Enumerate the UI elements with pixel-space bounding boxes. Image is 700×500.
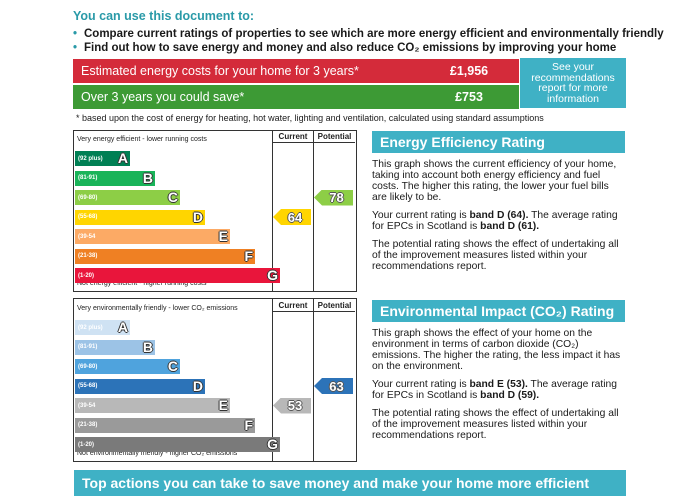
band-range: (92 plus) — [78, 324, 103, 331]
band-letter: D — [192, 208, 203, 225]
bullet-icon: • — [73, 28, 78, 40]
energy-band-e: (39-54 E — [75, 229, 230, 244]
band-range: (39-54 — [78, 402, 96, 409]
energy-panel-p1: This graph shows the current efficiency … — [372, 159, 617, 203]
env-band-b: (81-91) B — [75, 338, 155, 355]
see-recommendations-box: See your recommendations report for more… — [520, 58, 626, 108]
band-letter: B — [142, 338, 153, 355]
energy-band-g: (1-20) G — [75, 268, 280, 283]
costs-footnote: * based upon the cost of energy for heat… — [76, 113, 544, 123]
band-range: (81-91) — [78, 344, 98, 350]
band-letter: E — [218, 228, 228, 244]
energy-bottom-note: Not energy efficient - higher running co… — [77, 280, 207, 287]
band-letter: G — [267, 267, 278, 283]
energy-band-c: (69-80) C — [75, 190, 180, 205]
env-panel-p1: This graph shows the effect of your home… — [372, 328, 621, 372]
intro-heading: You can use this document to: — [73, 9, 255, 23]
env-panel-text: This graph shows the effect of your home… — [372, 328, 622, 448]
env-top-note: Very environmentally friendly - lower CO… — [77, 305, 238, 312]
intro-bullets: • Compare current ratings of properties t… — [73, 28, 664, 55]
savings-label: Over 3 years you could save* — [81, 90, 245, 104]
band-letter: A — [117, 150, 128, 166]
chart-divider — [272, 298, 273, 462]
band-range: (21-38) — [78, 253, 98, 259]
average-band-text: band D (61). — [480, 221, 540, 232]
env-band-f: (21-38) F — [75, 416, 255, 433]
estimated-costs-row: Estimated energy costs for your home for… — [73, 59, 420, 83]
energy-current-rating-arrow: 64 — [273, 209, 311, 225]
energy-band-b: (81-91) B — [75, 169, 155, 186]
current-column-header: Current — [278, 132, 308, 141]
bullet-text: Find out how to save energy and money an… — [84, 41, 617, 54]
band-range: (55-68) — [78, 214, 98, 220]
band-range: (81-91) — [78, 175, 98, 181]
band-range: (55-68) — [78, 383, 98, 389]
env-band-g: (1-20) G — [75, 437, 280, 452]
band-range: (1-20) — [78, 272, 95, 279]
energy-panel-text: This graph shows the current efficiency … — [372, 159, 622, 279]
text-span: Your current rating is — [372, 379, 470, 390]
env-band-e: (39-54 E — [75, 398, 230, 413]
energy-panel-p3: The potential rating shows the effect of… — [372, 239, 619, 272]
bullet-text: Compare current ratings of properties to… — [84, 28, 664, 40]
bullet-item: • Compare current ratings of properties t… — [73, 28, 664, 42]
env-panel-p3: The potential rating shows the effect of… — [372, 408, 619, 441]
band-letter: F — [244, 247, 253, 264]
text-span: The average rating for EPCs in Scotland … — [372, 379, 617, 401]
env-bottom-note: Not environmentally friendly - higher CO… — [77, 450, 238, 457]
potential-column-header: Potential — [317, 132, 352, 141]
chart-divider — [272, 311, 355, 312]
band-letter: F — [244, 416, 253, 433]
bullet-icon: • — [73, 41, 78, 54]
env-band-d: (55-68) D — [75, 377, 205, 394]
band-letter: G — [267, 436, 278, 452]
env-current-rating-arrow: 53 — [273, 397, 311, 414]
env-panel-p2: Your current rating is band E (53). The … — [372, 379, 622, 401]
current-band-text: band E (53). — [469, 379, 528, 390]
chart-divider — [272, 142, 355, 143]
text-span: The average rating for EPCs in Scotland … — [372, 210, 618, 232]
band-letter: C — [167, 358, 178, 374]
energy-potential-rating-arrow: 78 — [314, 189, 353, 206]
energy-band-f: (21-38) F — [75, 247, 255, 264]
band-range: (92 plus) — [78, 155, 103, 162]
chart-divider — [313, 298, 314, 462]
band-range: (1-20) — [78, 441, 95, 448]
estimated-costs-value: £1,956 — [419, 59, 519, 83]
band-letter: A — [117, 319, 128, 335]
energy-band-a: (92 plus) A — [75, 151, 130, 166]
band-letter: E — [218, 397, 228, 413]
chart-divider — [272, 130, 273, 292]
band-letter: C — [167, 189, 178, 205]
current-column-header: Current — [278, 301, 308, 310]
chart-divider — [313, 130, 314, 292]
environmental-rating-chart — [73, 298, 357, 462]
estimated-costs-label: Estimated energy costs for your home for… — [81, 64, 359, 78]
energy-top-note: Very energy efficient - lower running co… — [77, 136, 207, 143]
band-range: (21-38) — [78, 422, 98, 428]
average-band-text: band D (59). — [480, 390, 540, 401]
band-range: (39-54 — [78, 233, 96, 240]
band-range: (69-80) — [78, 363, 98, 370]
env-band-c: (69-80) C — [75, 359, 180, 374]
current-band-text: band D (64). — [469, 210, 529, 221]
top-actions-heading: Top actions you can take to save money a… — [74, 470, 626, 496]
text-span: Your current rating is — [372, 210, 470, 221]
savings-row: Over 3 years you could save* — [73, 85, 420, 109]
band-letter: D — [192, 377, 203, 394]
energy-rating-chart — [73, 130, 357, 292]
env-panel-title: Environmental Impact (CO₂) Rating — [372, 300, 625, 322]
env-band-a: (92 plus) A — [75, 320, 130, 335]
bullet-item: • Find out how to save energy and money a… — [73, 42, 664, 56]
energy-band-d: (55-68) D — [75, 208, 205, 225]
band-letter: B — [142, 169, 153, 186]
env-potential-rating-arrow: 63 — [314, 378, 353, 394]
energy-panel-p2: Your current rating is band D (64). The … — [372, 210, 622, 232]
energy-panel-title: Energy Efficiency Rating — [372, 131, 625, 153]
savings-value: £753 — [419, 85, 519, 109]
potential-column-header: Potential — [317, 301, 352, 310]
band-range: (69-80) — [78, 194, 98, 201]
